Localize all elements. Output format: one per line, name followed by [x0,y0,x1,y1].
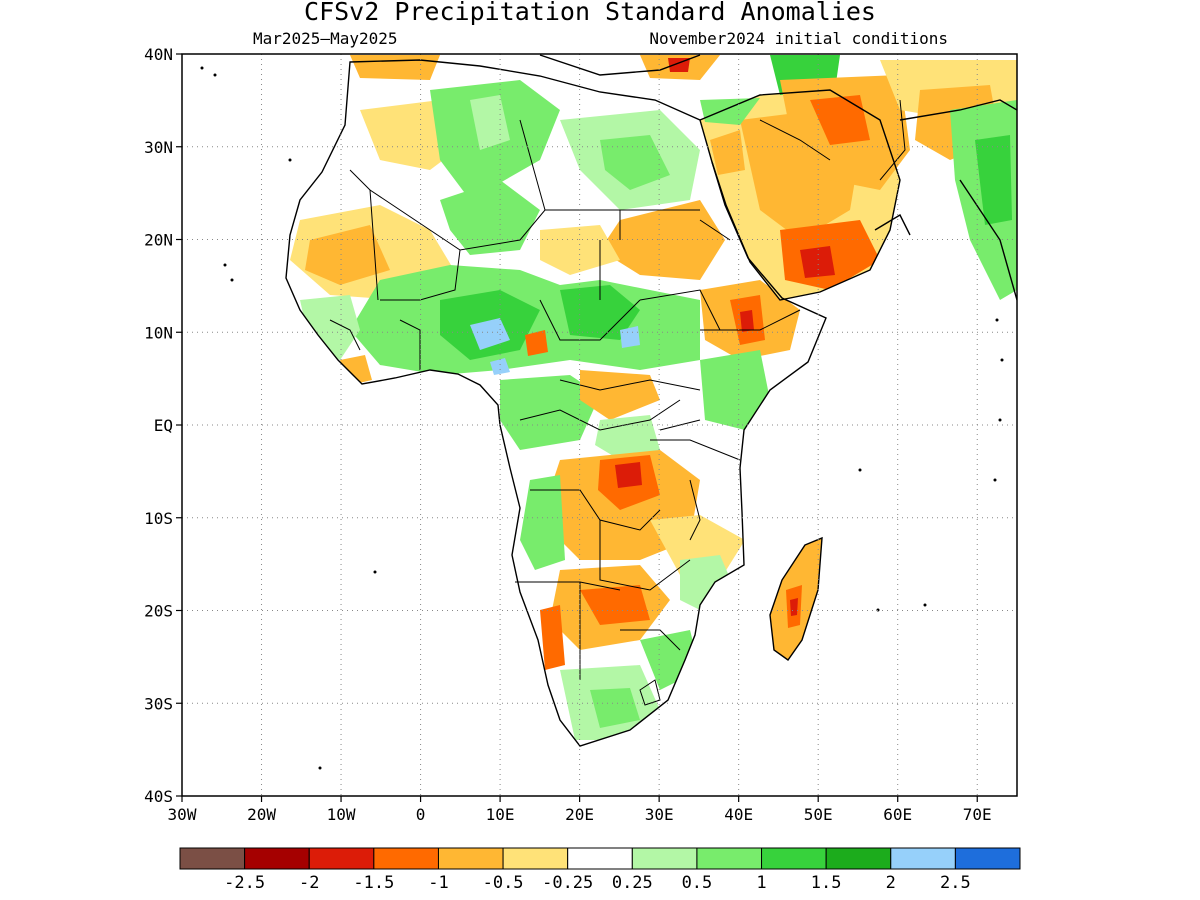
islands [200,66,1004,770]
lon-label: 20W [247,805,276,824]
colorbar-swatch [761,847,827,870]
colorbar-label: 1 [756,873,766,893]
lat-label: 20S [144,602,173,621]
colorbar-swatch [825,847,892,870]
lat-label: 20N [144,231,173,250]
colorbar-label: -2.5 [224,873,265,893]
colorbar-swatch [954,847,1021,870]
lon-label: 10E [486,805,515,824]
madagascar-anomaly-field [770,538,822,660]
colorbar-swatch [373,847,439,870]
lat-label: 30N [144,138,173,157]
lon-label: 70E [963,805,992,824]
north-anomaly-field [350,55,1017,300]
colorbar-label: -0.25 [542,873,593,893]
colorbar-swatch [437,847,504,870]
colorbar-swatch [631,847,698,870]
colorbar-swatch [890,847,956,870]
colorbar-label: 2 [886,873,896,893]
colorbar: -2.5 -2 -1.5 -1 -0.5 -0.25 0.25 0.5 1 1.5 2 2.5 [179,847,1021,893]
latitude-axis: 40N 30N 20N 10N EQ 10S 20S 30S 40S [144,45,182,806]
colorbar-label: -0.5 [483,873,524,893]
colorbar-label: -2 [299,873,319,893]
lon-label: 20E [565,805,594,824]
colorbar-swatch [696,847,763,870]
map-title: CFSv2 Precipitation Standard Anomalies [304,0,876,26]
lat-label: 40N [144,45,173,64]
initial-conditions: November2024 initial conditions [649,29,948,48]
map-panel [182,54,1017,796]
colorbar-label: 2.5 [940,873,971,893]
colorbar-swatch [567,847,633,870]
lat-label: 10S [144,509,173,528]
colorbar-label: 0.5 [682,873,713,893]
lon-label: 10W [327,805,356,824]
lon-label: 30W [168,805,197,824]
colorbar-label: 1.5 [811,873,842,893]
lon-label: 30E [645,805,674,824]
coastlines [285,54,1017,747]
lon-label: 40E [724,805,753,824]
lat-label: EQ [154,416,173,435]
graticule [182,54,1017,796]
longitude-axis: 30W 20W 10W 0 10E 20E 30E 40E 50E 60E 70E [168,796,992,824]
lat-label: 40S [144,787,173,806]
lon-label: 60E [883,805,912,824]
colorbar-swatch [179,847,246,870]
colorbar-label: -1 [428,873,448,893]
lon-label: 0 [416,805,426,824]
colorbar-label: -1.5 [353,873,394,893]
colorbar-label: 0.25 [612,873,653,893]
forecast-period: Mar2025–May2025 [253,29,398,48]
lat-label: 30S [144,694,173,713]
country-borders [329,99,906,706]
colorbar-swatch [502,847,569,870]
lat-label: 10N [144,323,173,342]
lon-label: 50E [804,805,833,824]
colorbar-swatch [244,847,310,870]
colorbar-swatch [308,847,375,870]
